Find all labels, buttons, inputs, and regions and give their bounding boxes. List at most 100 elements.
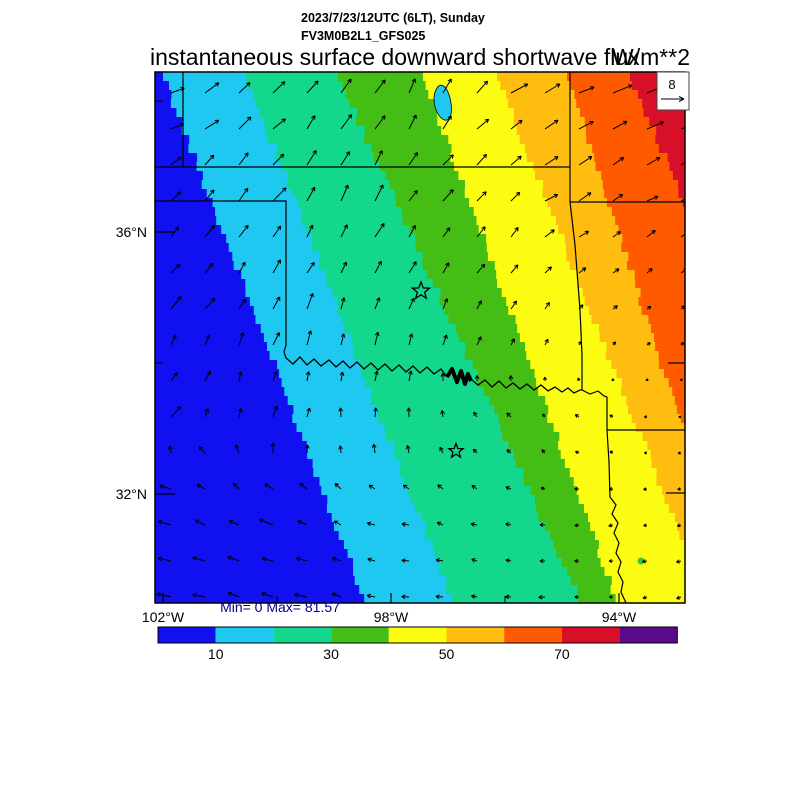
min-max-label: Min= 0 Max= 81.57	[220, 599, 340, 615]
wind-arrow	[680, 127, 685, 130]
wind-arrow	[170, 122, 184, 130]
wind-arrow	[578, 86, 595, 94]
wind-arrow	[264, 483, 274, 490]
wind-arrow	[476, 336, 482, 346]
wind-arrow	[204, 335, 211, 346]
wind-arrow	[227, 591, 240, 598]
wind-arrow	[408, 370, 413, 382]
wind-arrow	[167, 445, 173, 454]
wind-arrow	[238, 116, 252, 130]
wind-arrow	[676, 523, 682, 528]
wind-arrow	[170, 334, 177, 346]
lon-label: 94°W	[602, 609, 637, 625]
colorbar-segment	[619, 627, 678, 643]
wind-arrow	[646, 229, 656, 238]
colorbar-segment	[561, 627, 620, 643]
wind-arrow	[272, 296, 281, 310]
wind-arrow	[170, 156, 182, 166]
wind-arrow	[306, 293, 314, 310]
wind-arrow	[435, 558, 444, 563]
wind-arrow	[544, 301, 550, 310]
wind-arrow	[204, 119, 220, 130]
wind-arrow	[238, 187, 249, 202]
wind-arrow	[678, 415, 682, 419]
wind-arrow	[646, 195, 659, 202]
wind-arrow	[374, 370, 379, 382]
wind-arrow	[272, 405, 279, 418]
wind-arrow	[373, 407, 378, 418]
axis-labels: 36°N 32°N 102°W 98°W 94°W	[116, 224, 637, 625]
wind-arrow	[541, 449, 546, 454]
wind-arrow	[204, 189, 215, 202]
wind-arrow	[643, 487, 648, 491]
wind-arrow	[340, 297, 346, 310]
city-star-marker	[410, 280, 432, 300]
wind-arrow	[612, 231, 621, 238]
wind-arrow	[238, 261, 246, 274]
wind-arrow	[544, 156, 559, 166]
wind-arrow	[442, 334, 448, 346]
wind-arrow	[408, 297, 415, 310]
wind-arrow	[574, 594, 579, 600]
wind-arrow	[366, 593, 376, 599]
wind-arrow	[646, 157, 661, 166]
wind-arrow	[272, 225, 282, 238]
lat-label: 32°N	[116, 486, 147, 502]
wind-arrow	[374, 79, 386, 94]
wind-arrow	[440, 372, 446, 382]
lon-label: 98°W	[374, 609, 409, 625]
wind-arrow	[340, 114, 353, 130]
colorbar: 10 30 50 70	[157, 626, 678, 662]
wind-arrow	[238, 82, 251, 94]
wind-arrow	[612, 268, 620, 274]
wind-arrow	[204, 154, 215, 166]
wind-arrow	[608, 595, 613, 599]
wind-vector-layer	[156, 78, 685, 600]
wind-arrow	[506, 412, 512, 418]
wind-arrow	[510, 191, 521, 202]
wind-arrow	[538, 594, 546, 600]
wind-arrow	[238, 224, 249, 238]
lon-label: 102°W	[142, 609, 185, 625]
vector-key-value: 8	[668, 77, 675, 92]
wind-arrow	[474, 375, 480, 382]
wind-arrow	[170, 86, 185, 94]
wind-arrow	[442, 227, 451, 238]
colorbar-label: 10	[208, 646, 224, 662]
red-river-border	[285, 356, 448, 378]
wind-arrow	[401, 594, 410, 600]
vector-key-background	[656, 71, 690, 111]
wind-arrow	[374, 260, 382, 274]
wind-arrow	[609, 450, 614, 455]
wind-arrow	[539, 558, 545, 564]
wind-arrow	[508, 375, 514, 382]
vector-key-arrow-icon	[661, 96, 685, 102]
wind-arrow	[510, 119, 523, 130]
wind-arrow	[578, 192, 592, 202]
wind-arrow	[471, 594, 478, 599]
wind-arrow	[680, 233, 685, 238]
wind-arrow	[170, 296, 182, 310]
wind-arrow	[680, 268, 685, 274]
wind-arrow	[331, 592, 342, 598]
lat-label: 36°N	[116, 224, 147, 240]
wind-arrow	[170, 406, 182, 418]
wind-arrow	[471, 558, 478, 563]
wind-arrow	[612, 305, 618, 310]
wind-arrow	[476, 191, 487, 202]
wind-arrow	[506, 449, 512, 454]
wind-arrow	[510, 300, 517, 310]
wind-arrow	[611, 378, 615, 382]
wind-arrow	[306, 407, 311, 418]
wind-arrow	[442, 115, 452, 130]
wind-arrow	[401, 558, 410, 563]
wind-arrow	[204, 370, 211, 382]
wind-arrow	[644, 451, 648, 455]
wind-arrow	[204, 408, 210, 418]
colorbar-segment	[331, 627, 389, 643]
geography-layer	[155, 72, 685, 603]
wind-arrow	[272, 371, 278, 382]
wind-arrow	[204, 297, 216, 310]
